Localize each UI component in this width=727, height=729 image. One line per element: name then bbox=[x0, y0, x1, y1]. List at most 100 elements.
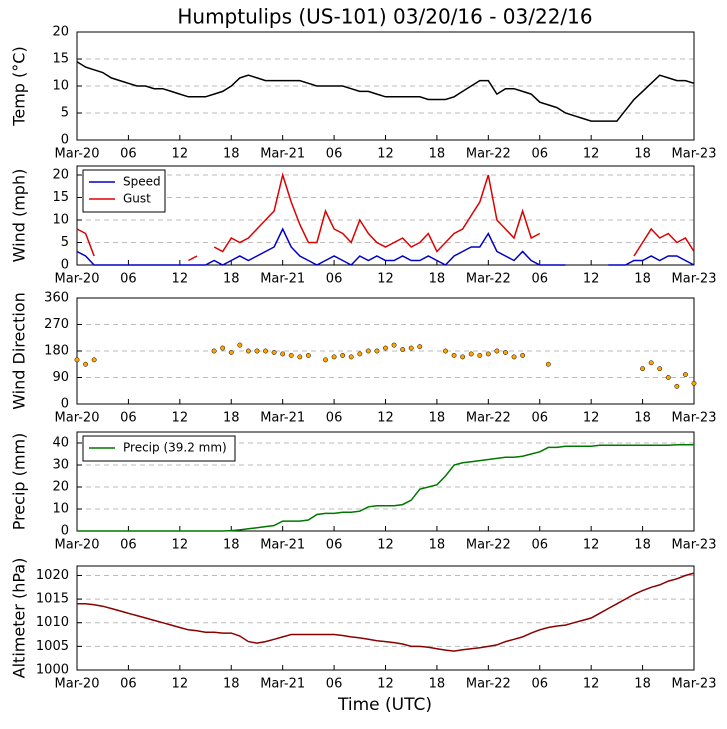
x-tick-label: 06 bbox=[531, 147, 548, 162]
x-tick-label: 18 bbox=[223, 272, 240, 287]
x-tick-label: 12 bbox=[172, 538, 189, 553]
data-point bbox=[340, 352, 346, 358]
data-point bbox=[83, 361, 89, 367]
y-tick-label: 360 bbox=[44, 291, 69, 306]
data-point bbox=[91, 357, 97, 363]
plot-frame bbox=[76, 31, 695, 141]
x-tick-label: 12 bbox=[583, 147, 600, 162]
data-point bbox=[74, 357, 80, 363]
y-axis-label: Precip (mm) bbox=[10, 433, 29, 531]
y-tick-label: 40 bbox=[52, 436, 69, 451]
data-point bbox=[665, 375, 671, 380]
x-tick-label: 12 bbox=[377, 411, 394, 426]
y-tick-label: 10 bbox=[52, 213, 69, 228]
data-point bbox=[263, 348, 268, 354]
y-tick-label: 0 bbox=[61, 258, 69, 273]
data-point bbox=[348, 354, 354, 360]
data-point bbox=[211, 348, 217, 354]
x-tick-label: Mar-20 bbox=[55, 272, 100, 287]
y-axis-label: Wind Direction bbox=[10, 292, 29, 410]
y-tick-label: 5 bbox=[61, 106, 69, 121]
data-point bbox=[245, 348, 251, 354]
x-tick-label: 12 bbox=[583, 538, 600, 553]
data-point bbox=[503, 350, 508, 355]
data-line bbox=[77, 444, 694, 532]
x-tick-label: Mar-22 bbox=[466, 538, 511, 553]
x-tick-label: Mar-21 bbox=[260, 538, 305, 553]
x-tick-label: Mar-22 bbox=[466, 677, 511, 692]
data-point bbox=[271, 350, 277, 355]
x-tick-label: 06 bbox=[120, 272, 137, 287]
y-tick-label: 1005 bbox=[36, 639, 69, 654]
y-axis-label: Wind (mph) bbox=[10, 169, 29, 263]
data-point bbox=[443, 348, 448, 354]
y-tick-label: 0 bbox=[61, 397, 69, 412]
data-point bbox=[545, 361, 551, 367]
data-point bbox=[511, 354, 517, 360]
x-tick-label: 12 bbox=[377, 677, 394, 692]
x-tick-label: 18 bbox=[634, 272, 651, 287]
y-tick-label: 90 bbox=[52, 370, 69, 385]
x-tick-label: Mar-23 bbox=[672, 677, 717, 692]
x-tick-label: 06 bbox=[120, 147, 137, 162]
data-point bbox=[357, 351, 363, 357]
data-point bbox=[657, 366, 663, 372]
plot-frame bbox=[76, 297, 695, 405]
data-point bbox=[228, 350, 234, 355]
x-tick-label: Mar-21 bbox=[260, 677, 305, 692]
y-tick-label: 1020 bbox=[36, 568, 69, 583]
y-tick-label: 20 bbox=[52, 25, 69, 40]
plot-frame bbox=[76, 565, 695, 671]
plot-frame bbox=[76, 165, 695, 266]
y-axis-label: Altimeter (hPa) bbox=[10, 558, 29, 679]
y-tick-label: 180 bbox=[44, 344, 69, 359]
data-point bbox=[408, 345, 414, 351]
x-tick-label: 18 bbox=[429, 677, 446, 692]
data-point bbox=[640, 366, 646, 372]
data-line bbox=[76, 61, 695, 122]
x-tick-label: 12 bbox=[583, 677, 600, 692]
data-point bbox=[682, 372, 688, 378]
x-tick-label: 12 bbox=[377, 147, 394, 162]
x-axis-label: Time (UTC) bbox=[337, 695, 432, 715]
x-tick-label: 06 bbox=[531, 538, 548, 553]
data-line bbox=[76, 227, 695, 266]
x-tick-label: 12 bbox=[377, 272, 394, 287]
x-tick-label: Mar-23 bbox=[672, 411, 717, 426]
data-point bbox=[494, 348, 500, 354]
data-point bbox=[383, 345, 388, 351]
data-point bbox=[365, 348, 371, 354]
data-point bbox=[323, 357, 328, 363]
x-tick-label: Mar-22 bbox=[466, 272, 511, 287]
x-tick-label: 12 bbox=[172, 677, 189, 692]
x-tick-label: 18 bbox=[223, 677, 240, 692]
legend-box bbox=[82, 169, 166, 213]
data-point bbox=[331, 354, 337, 360]
data-line bbox=[76, 172, 695, 262]
data-point bbox=[477, 352, 483, 358]
x-tick-label: Mar-23 bbox=[672, 272, 717, 287]
data-point bbox=[305, 352, 311, 358]
x-tick-label: 18 bbox=[634, 538, 651, 553]
x-tick-label: 18 bbox=[634, 411, 651, 426]
y-tick-label: 1010 bbox=[36, 615, 69, 630]
data-point bbox=[460, 354, 466, 360]
data-point bbox=[237, 342, 243, 348]
y-tick-label: 1000 bbox=[36, 663, 69, 678]
y-tick-label: 1015 bbox=[36, 592, 69, 607]
x-tick-label: Mar-21 bbox=[260, 147, 305, 162]
data-point bbox=[254, 348, 260, 354]
plot-frame bbox=[76, 431, 695, 532]
x-tick-label: 06 bbox=[120, 677, 137, 692]
legend-label: Gust bbox=[123, 192, 151, 206]
x-tick-label: 18 bbox=[429, 147, 446, 162]
data-point bbox=[648, 360, 654, 366]
x-tick-label: 06 bbox=[326, 677, 343, 692]
x-tick-label: 18 bbox=[429, 272, 446, 287]
x-tick-label: Mar-22 bbox=[466, 411, 511, 426]
x-tick-label: 12 bbox=[172, 411, 189, 426]
x-tick-label: 18 bbox=[223, 411, 240, 426]
x-tick-label: Mar-22 bbox=[466, 147, 511, 162]
data-point bbox=[297, 354, 303, 360]
